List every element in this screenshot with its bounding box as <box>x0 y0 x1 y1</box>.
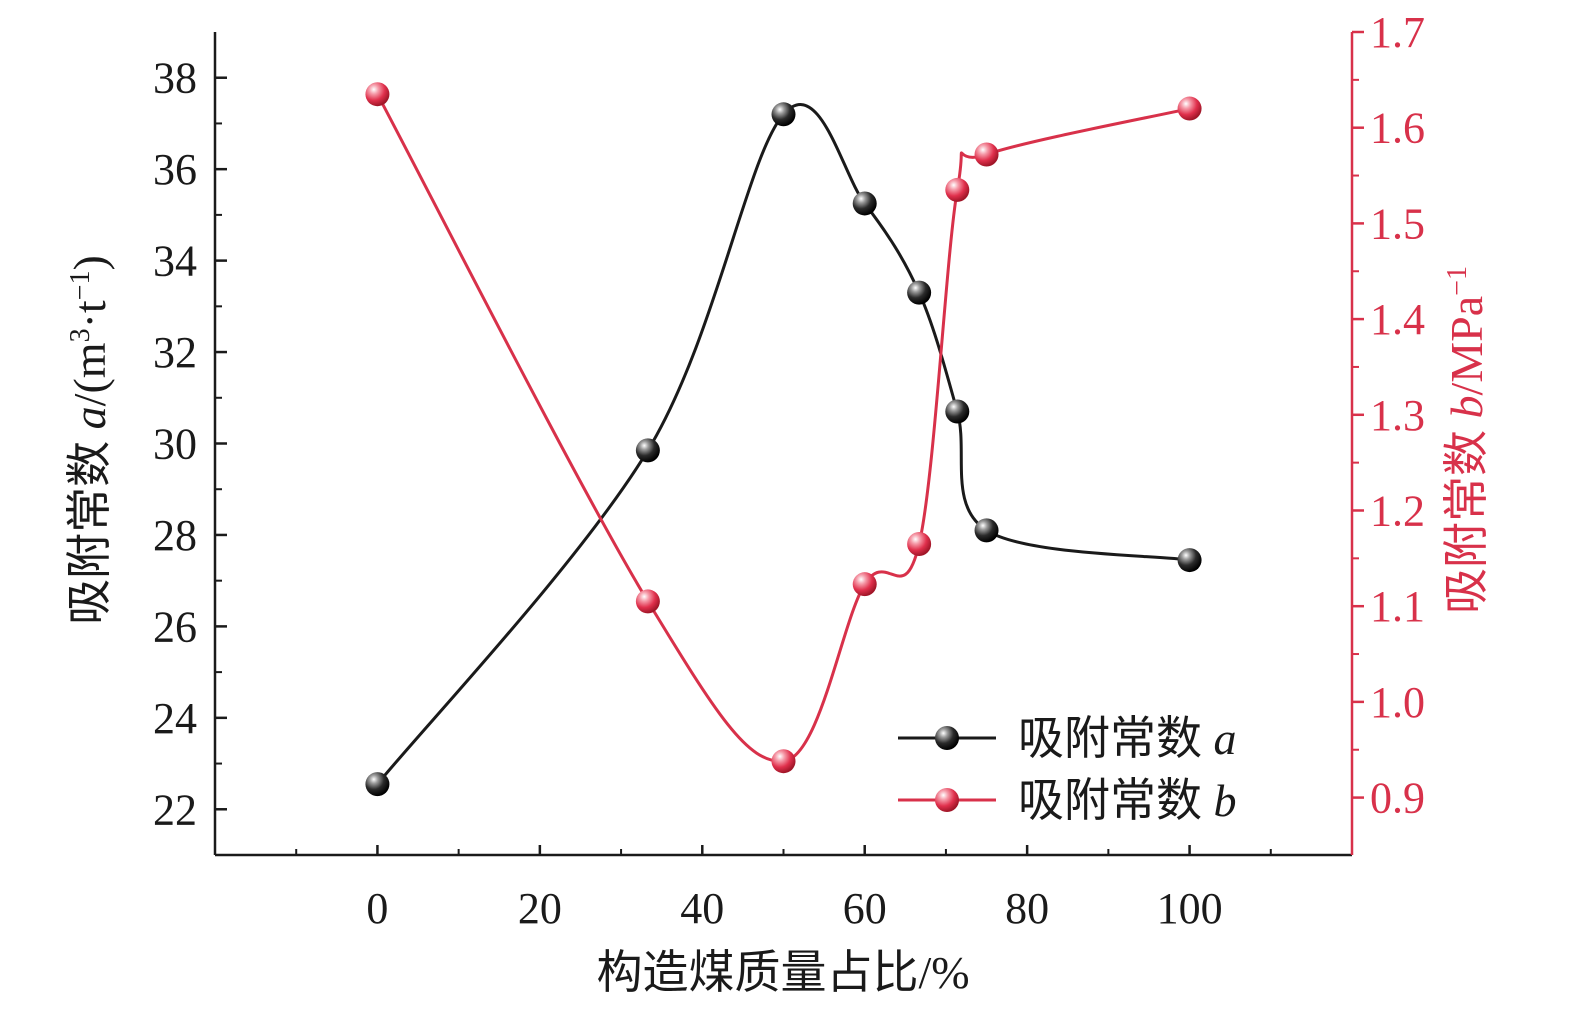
data-point-a <box>365 772 390 797</box>
right-axis-title-sup: −1 <box>1442 266 1473 296</box>
data-point-b <box>852 572 877 597</box>
left-tick-label: 26 <box>153 602 197 651</box>
right-axis-title-var: b <box>1441 395 1492 418</box>
data-point-a <box>945 399 970 424</box>
legend: 吸附常数 a 吸附常数 b <box>898 713 1237 826</box>
left-tick-label: 38 <box>153 54 197 103</box>
series-points <box>365 82 1202 797</box>
data-point-b <box>974 142 999 167</box>
legend-marker-b <box>935 788 959 812</box>
data-point-a <box>907 280 932 305</box>
data-point-b <box>945 177 970 202</box>
right-tick-label: 1.7 <box>1370 8 1425 57</box>
data-point-b <box>907 531 932 556</box>
left-axis-title-unit-b: ·t <box>64 300 115 328</box>
legend-label-a-var: a <box>1214 713 1237 764</box>
legend-label-a-text: 吸附常数 <box>1018 713 1214 764</box>
data-point-b <box>365 82 390 107</box>
series-line-a <box>376 103 1190 786</box>
left-axis-title-prefix: 吸附常数 <box>64 429 115 625</box>
x-tick-label: 0 <box>366 884 388 933</box>
data-point-b <box>635 589 660 614</box>
legend-entry-b: 吸附常数 b <box>898 775 1237 826</box>
right-tick-label: 1.3 <box>1370 391 1425 440</box>
right-tick-label: 1.6 <box>1370 104 1425 153</box>
left-axis-title-unit-a: /(m <box>64 342 115 406</box>
left-tick-label: 32 <box>153 328 197 377</box>
x-tick-label: 80 <box>1005 884 1049 933</box>
legend-entry-a: 吸附常数 a <box>898 713 1237 764</box>
right-tick-label: 1.0 <box>1370 678 1425 727</box>
legend-marker-a <box>935 726 959 750</box>
left-axis-title-sup1: 3 <box>65 328 96 342</box>
left-axis-ticks: 22 24 26 28 30 32 34 36 38 <box>153 54 227 834</box>
left-tick-label: 30 <box>153 420 197 469</box>
left-tick-label: 24 <box>153 694 197 743</box>
left-tick-label: 22 <box>153 785 197 834</box>
x-tick-label: 20 <box>518 884 562 933</box>
series-line-b <box>376 93 1190 763</box>
data-point-b <box>1177 96 1202 121</box>
legend-label-b-text: 吸附常数 <box>1018 775 1214 826</box>
legend-label-b-var: b <box>1214 775 1237 826</box>
data-point-a <box>1177 548 1202 573</box>
right-axis-ticks: 0.9 1.0 1.1 1.2 1.3 1.4 1.5 1.6 1.7 <box>1352 8 1425 823</box>
x-tick-label: 40 <box>680 884 724 933</box>
left-axis-title-var: a <box>64 406 115 429</box>
right-tick-label: 1.5 <box>1370 199 1425 248</box>
data-point-a <box>771 102 796 127</box>
right-axis-title-prefix: 吸附常数 <box>1441 418 1492 614</box>
series-lines <box>376 93 1190 786</box>
data-point-a <box>852 191 877 216</box>
x-axis-ticks: 0 20 40 60 80 100 <box>295 845 1272 933</box>
legend-label-b: 吸附常数 b <box>1018 775 1237 826</box>
left-tick-label: 36 <box>153 145 197 194</box>
right-axis-title-unit: /MPa <box>1441 296 1492 396</box>
left-axis-title-unit-c: ) <box>64 255 115 270</box>
left-tick-label: 34 <box>153 237 197 286</box>
right-tick-label: 1.1 <box>1370 582 1425 631</box>
data-point-a <box>635 438 660 463</box>
right-tick-label: 0.9 <box>1370 774 1425 823</box>
right-tick-label: 1.4 <box>1370 295 1425 344</box>
left-axis-title-sup2: −1 <box>65 271 96 301</box>
x-tick-label: 60 <box>843 884 887 933</box>
right-tick-label: 1.2 <box>1370 486 1425 535</box>
left-axis-title: 吸附常数 a/(m3·t−1) <box>64 255 115 625</box>
x-tick-label: 100 <box>1157 884 1223 933</box>
data-point-a <box>974 518 999 543</box>
left-tick-label: 28 <box>153 511 197 560</box>
data-point-b <box>771 749 796 774</box>
legend-label-a: 吸附常数 a <box>1018 713 1237 764</box>
right-axis-title: 吸附常数 b/MPa−1 <box>1441 266 1492 614</box>
x-axis-title: 构造煤质量占比/% <box>596 947 969 998</box>
